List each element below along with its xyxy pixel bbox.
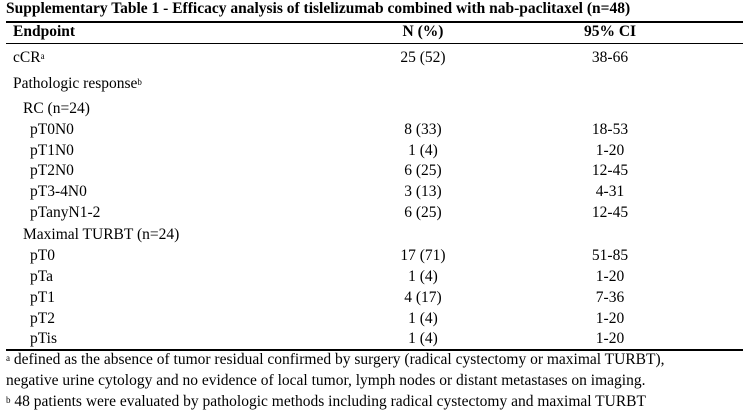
header-endpoint: Endpoint [13, 23, 76, 40]
row-n: 17 (71) [400, 247, 446, 264]
table-row: pTanyN1-2 6 (25) 12-45 [0, 204, 750, 222]
table-row: pT1N0 1 (4) 1-20 [0, 142, 750, 160]
row-n: 4 (17) [404, 289, 442, 306]
row-ci: 1-20 [595, 310, 625, 327]
header-rule [6, 43, 743, 44]
table-row: Pathologic responseb [0, 75, 750, 93]
row-ci: 12-45 [591, 162, 629, 179]
table-row: pT0 17 (71) 51-85 [0, 247, 750, 265]
table-title: Supplementary Table 1 - Efficacy analysi… [6, 0, 631, 17]
row-label: pT2 [30, 310, 55, 327]
row-ci: 1-20 [595, 330, 625, 347]
table-row: cCRa 25 (52) 38-66 [0, 49, 750, 67]
row-label: pTa [30, 268, 54, 285]
row-n: 8 (33) [404, 121, 442, 138]
row-label: RC (n=24) [23, 100, 90, 117]
header-ci: 95% CI [583, 23, 637, 40]
table-row: pTa 1 (4) 1-20 [0, 268, 750, 286]
header-row: Endpoint N (%) 95% CI [0, 23, 750, 41]
row-n: 25 (52) [400, 49, 446, 66]
row-label: pT3-4N0 [30, 183, 87, 200]
row-label: Maximal TURBT (n=24) [23, 226, 180, 243]
row-ci: 4-31 [595, 183, 625, 200]
row-label: Pathologic responseb [13, 75, 142, 92]
row-n: 3 (13) [404, 183, 442, 200]
table-row: pT1 4 (17) 7-36 [0, 289, 750, 307]
table-row: Maximal TURBT (n=24) [0, 226, 750, 244]
header-n: N (%) [402, 23, 444, 40]
table-row: pT0N0 8 (33) 18-53 [0, 121, 750, 139]
footnote-a-line2: negative urine cytology and no evidence … [6, 372, 646, 389]
row-label: pT2N0 [30, 162, 74, 179]
row-ci: 38-66 [591, 49, 629, 66]
table-row: RC (n=24) [0, 100, 750, 118]
table-row: pTis 1 (4) 1-20 [0, 330, 750, 348]
footnote-a-mark: a [6, 353, 10, 363]
row-n: 1 (4) [408, 268, 438, 285]
row-ci: 51-85 [591, 247, 629, 264]
footnote-a-line1: a defined as the absence of tumor residu… [6, 351, 665, 368]
row-label: cCRa [13, 49, 45, 66]
row-label: pT0N0 [30, 121, 74, 138]
bottom-rule [6, 349, 743, 351]
row-n: 1 (4) [408, 310, 438, 327]
row-ci: 18-53 [591, 121, 629, 138]
table-row: pT2 1 (4) 1-20 [0, 310, 750, 328]
row-label: pTis [30, 330, 58, 347]
row-ci: 1-20 [595, 268, 625, 285]
row-label: pT1N0 [30, 142, 74, 159]
row-n: 6 (25) [404, 204, 442, 221]
row-ci: 12-45 [591, 204, 629, 221]
row-label: pT0 [30, 247, 55, 264]
row-n: 1 (4) [408, 142, 438, 159]
footnote-b: b 48 patients were evaluated by patholog… [6, 393, 646, 410]
row-n: 6 (25) [404, 162, 442, 179]
top-rule [6, 21, 743, 23]
row-ci: 7-36 [595, 289, 625, 306]
table-row: pT3-4N0 3 (13) 4-31 [0, 183, 750, 201]
table-row: pT2N0 6 (25) 12-45 [0, 162, 750, 180]
row-label: pT1 [30, 289, 55, 306]
row-ci: 1-20 [595, 142, 625, 159]
row-n: 1 (4) [408, 330, 438, 347]
row-label: pTanyN1-2 [30, 204, 101, 221]
footnote-b-mark: b [6, 395, 11, 405]
